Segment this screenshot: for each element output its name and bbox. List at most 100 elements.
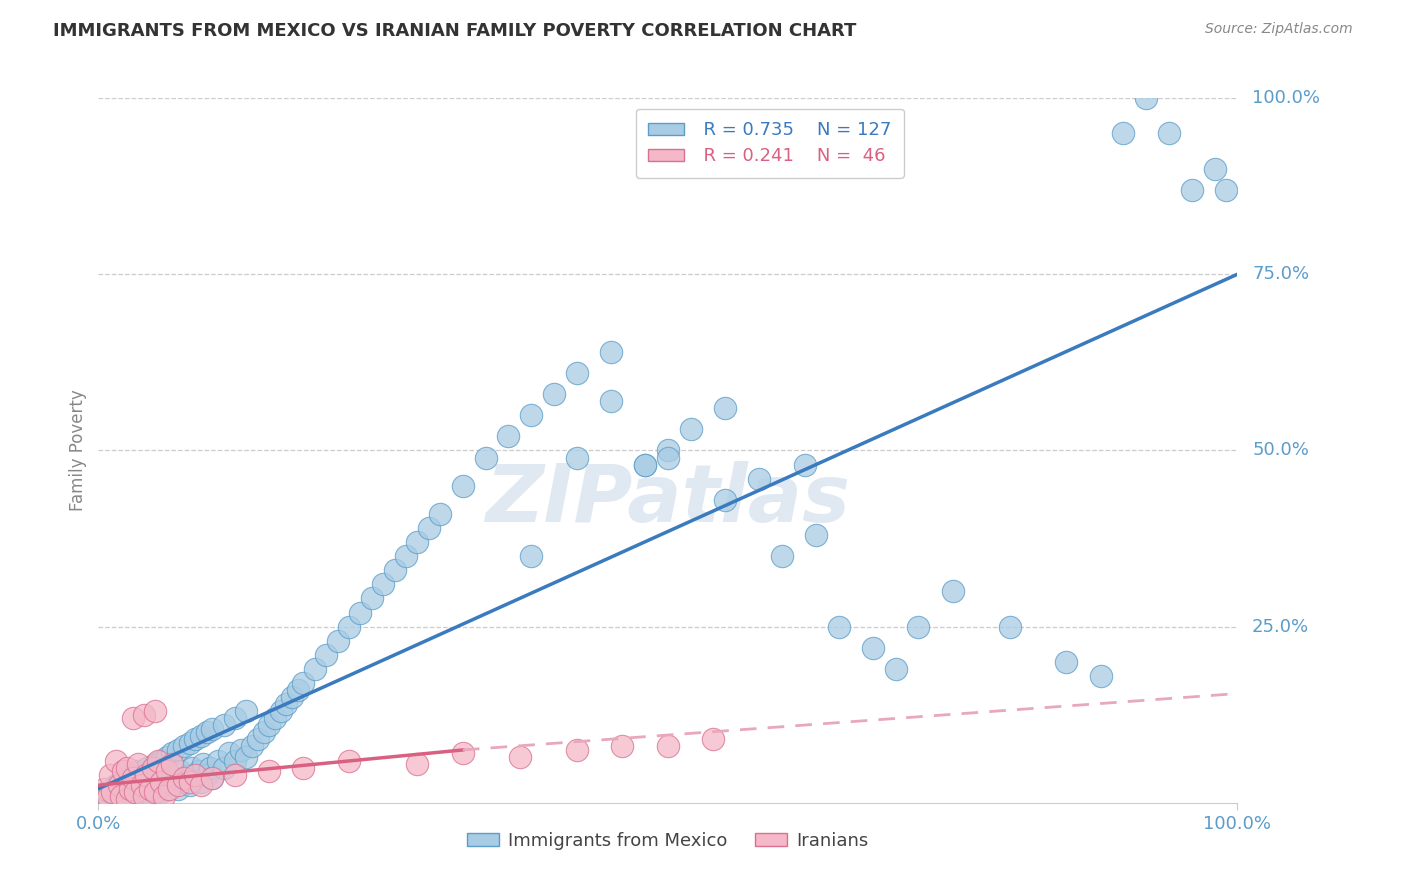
Point (304, 662, 326, 676)
Point (150, 785, 173, 799)
Point (520, 408, 543, 422)
Point (246, 732, 269, 747)
Point (907, 619, 929, 633)
Point (131, 778, 153, 792)
Point (162, 747, 184, 761)
Point (115, 789, 138, 803)
Text: ZIPatlas: ZIPatlas (485, 461, 851, 539)
Point (157, 769, 180, 783)
Point (235, 704, 257, 718)
Point (131, 781, 153, 796)
Point (179, 736, 201, 750)
Point (136, 760, 159, 774)
Point (180, 760, 202, 774)
Point (167, 781, 190, 796)
Point (121, 778, 143, 792)
Y-axis label: Family Poverty: Family Poverty (69, 390, 87, 511)
Point (132, 769, 155, 783)
Point (176, 769, 198, 783)
Point (224, 767, 246, 781)
Point (145, 704, 167, 718)
Point (714, 401, 737, 416)
Point (942, 584, 965, 599)
Point (110, 774, 132, 789)
Point (156, 764, 179, 778)
Point (259, 764, 281, 778)
Point (195, 767, 218, 781)
Point (509, 750, 531, 764)
Point (142, 760, 165, 774)
Point (406, 535, 429, 549)
Point (108, 788, 131, 802)
Point (145, 785, 167, 799)
Point (224, 754, 246, 768)
Point (184, 732, 207, 747)
Point (138, 788, 160, 802)
Point (828, 619, 851, 633)
Point (349, 606, 371, 620)
Point (135, 767, 157, 781)
Point (565, 743, 588, 757)
Point (264, 711, 287, 725)
Point (543, 387, 565, 401)
Point (121, 767, 143, 781)
Point (315, 648, 337, 662)
Point (804, 528, 827, 542)
Point (150, 754, 173, 768)
Point (138, 766, 160, 780)
Point (148, 762, 170, 776)
Point (104, 778, 127, 792)
Point (173, 739, 195, 754)
Point (862, 640, 884, 655)
Point (125, 774, 148, 789)
Point (998, 619, 1021, 633)
Point (124, 785, 146, 799)
Point (212, 760, 235, 774)
Point (150, 774, 173, 789)
Point (167, 743, 190, 757)
Point (115, 760, 138, 774)
Point (115, 792, 138, 806)
Point (634, 458, 657, 472)
Point (146, 754, 169, 768)
Point (127, 757, 149, 772)
Point (474, 450, 496, 465)
Point (184, 771, 207, 785)
Point (132, 789, 155, 803)
Point (110, 789, 132, 803)
Point (600, 394, 623, 409)
Point (156, 750, 179, 764)
Point (132, 707, 155, 722)
Point (98, 785, 121, 799)
Point (218, 747, 240, 761)
Point (157, 781, 180, 796)
Point (565, 366, 588, 380)
Point (138, 781, 160, 796)
Point (1157, 127, 1180, 141)
Point (121, 771, 143, 785)
Text: 75.0%: 75.0% (1253, 265, 1309, 284)
Point (101, 785, 124, 799)
Point (162, 778, 184, 792)
Text: 100.0%: 100.0% (1253, 89, 1320, 107)
Point (173, 771, 195, 785)
Point (201, 771, 224, 785)
Point (110, 792, 132, 806)
Point (153, 789, 176, 803)
Point (657, 443, 679, 458)
Point (337, 754, 360, 768)
Point (235, 750, 257, 764)
Point (259, 718, 281, 732)
Text: 50.0%: 50.0% (1253, 442, 1309, 459)
Text: 25.0%: 25.0% (1253, 617, 1309, 636)
Point (96, 790, 118, 805)
Point (145, 783, 167, 797)
Point (142, 774, 165, 789)
Point (156, 781, 179, 796)
Point (1181, 183, 1204, 197)
Point (451, 747, 474, 761)
Point (127, 789, 149, 803)
Point (169, 764, 191, 778)
Point (165, 771, 187, 785)
Point (212, 718, 235, 732)
